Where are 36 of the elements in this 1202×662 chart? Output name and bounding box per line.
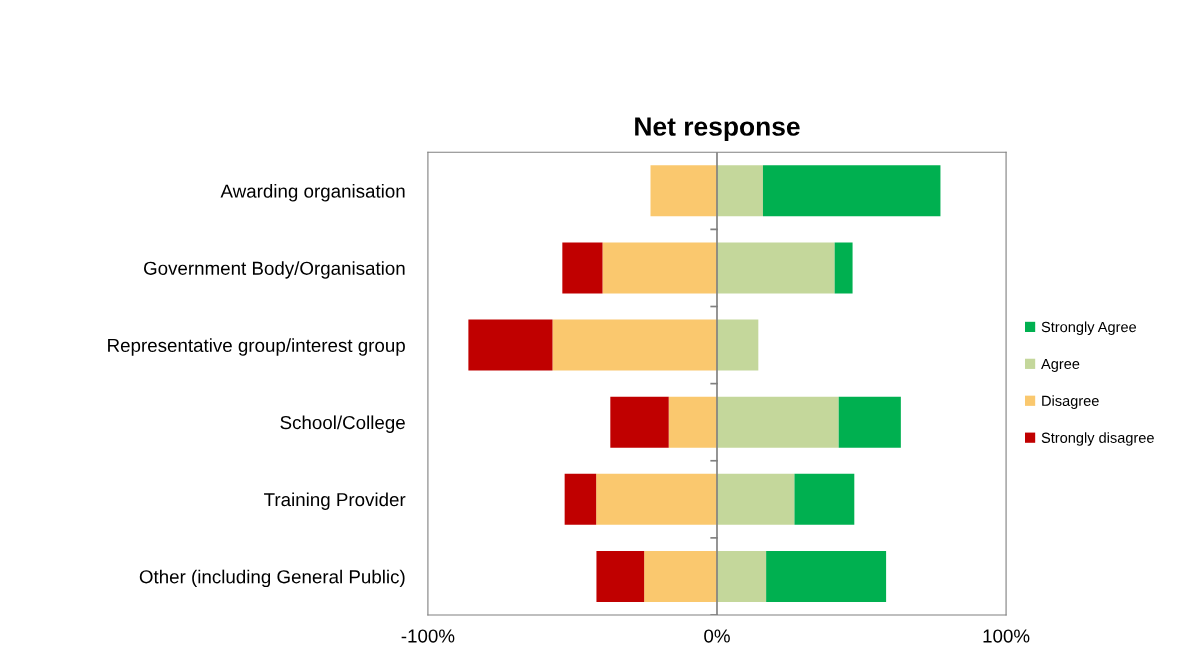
bar xyxy=(610,396,669,448)
bar xyxy=(834,242,853,294)
legend-label: Agree xyxy=(1041,358,1080,372)
legend-label: Disagree xyxy=(1042,395,1099,409)
x-tick-label: 0% xyxy=(704,629,730,643)
bar xyxy=(838,396,901,448)
bar xyxy=(716,319,759,371)
y-tick-label: Government Body/Organisation xyxy=(144,261,405,279)
bar xyxy=(716,473,795,525)
bar xyxy=(468,319,553,371)
legend-label: Strongly Agree xyxy=(1041,321,1137,336)
bar xyxy=(716,242,835,294)
bar xyxy=(602,242,717,294)
x-tick-label: 100% xyxy=(983,629,1030,643)
legend-label: Strongly disagree xyxy=(1041,432,1154,446)
bar xyxy=(562,242,603,294)
bar xyxy=(596,473,717,525)
chart-title: Net response xyxy=(635,117,800,142)
bar xyxy=(596,550,645,602)
bar xyxy=(644,550,717,602)
bar xyxy=(716,550,767,602)
bar xyxy=(650,165,717,217)
bar xyxy=(762,165,941,217)
y-tick-label: School/College xyxy=(280,415,405,433)
y-tick-label: Awarding organisation xyxy=(220,184,405,202)
bar xyxy=(794,473,855,525)
y-tick-label: Other (including General Public) xyxy=(139,569,405,588)
y-tick-label: Training Provider xyxy=(264,492,406,510)
bar xyxy=(564,473,597,525)
y-tick-label: Representative group/interest group xyxy=(108,338,405,356)
bar xyxy=(552,319,717,371)
bar xyxy=(766,550,887,602)
bar xyxy=(716,165,763,217)
bar xyxy=(716,396,839,448)
bar xyxy=(668,396,717,448)
x-tick-label: -100% xyxy=(401,629,455,643)
